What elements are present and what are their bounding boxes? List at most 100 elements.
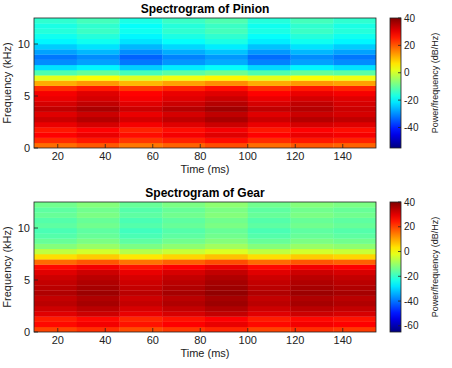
x-tick xyxy=(105,144,106,148)
cell xyxy=(77,223,120,229)
title: Spectrogram of Gear xyxy=(145,186,265,200)
y-axis-title: Frequency (kHz) xyxy=(1,42,13,123)
cell xyxy=(34,270,77,276)
cell xyxy=(120,39,163,45)
cell xyxy=(120,96,163,102)
cell xyxy=(248,60,291,66)
cell xyxy=(77,212,120,218)
cell xyxy=(77,132,120,138)
cell xyxy=(333,244,376,250)
cell xyxy=(333,23,376,29)
cell xyxy=(34,49,77,55)
cell xyxy=(120,202,163,208)
cell xyxy=(248,207,291,213)
cell xyxy=(34,311,77,317)
colorbar-tick-label: -40 xyxy=(404,122,419,133)
cell xyxy=(205,316,248,322)
cell xyxy=(162,49,205,55)
cell xyxy=(162,296,205,302)
plot-frame xyxy=(34,18,376,148)
x-tick-label: 100 xyxy=(239,334,257,346)
cell xyxy=(120,218,163,224)
cell xyxy=(291,23,334,29)
cell xyxy=(120,275,163,281)
cell xyxy=(248,322,291,328)
cell xyxy=(162,285,205,291)
cell xyxy=(205,117,248,123)
cell xyxy=(333,327,376,332)
panel: 204060801001201400510Spectrogram of Pini… xyxy=(1,2,440,175)
cell xyxy=(205,259,248,265)
cell xyxy=(248,270,291,276)
cell xyxy=(34,207,77,213)
cell xyxy=(333,275,376,281)
cell xyxy=(205,285,248,291)
y-tick xyxy=(34,280,38,281)
cell xyxy=(291,101,334,107)
cell xyxy=(248,75,291,81)
cell xyxy=(77,28,120,34)
cell xyxy=(248,86,291,92)
cell xyxy=(291,290,334,296)
cell xyxy=(333,280,376,286)
cell xyxy=(120,311,163,317)
cell xyxy=(205,18,248,24)
cell xyxy=(333,106,376,112)
y-tick xyxy=(34,228,38,229)
cell xyxy=(291,132,334,138)
cell xyxy=(77,86,120,92)
cell xyxy=(248,290,291,296)
cell xyxy=(34,228,77,234)
cell xyxy=(333,290,376,296)
cell xyxy=(205,218,248,224)
cell xyxy=(333,143,376,148)
cell xyxy=(205,290,248,296)
cell xyxy=(291,86,334,92)
cell xyxy=(120,23,163,29)
cell xyxy=(205,306,248,312)
cell xyxy=(162,117,205,123)
cell xyxy=(162,127,205,133)
cell xyxy=(34,238,77,244)
cell xyxy=(291,91,334,97)
cell xyxy=(162,91,205,97)
cell xyxy=(162,301,205,307)
colorbar-tick xyxy=(398,251,401,252)
cell xyxy=(34,96,77,102)
cell xyxy=(77,270,120,276)
cell xyxy=(291,207,334,213)
cell xyxy=(162,290,205,296)
colorbar-tick xyxy=(398,127,401,128)
cell xyxy=(34,39,77,45)
cell xyxy=(333,285,376,291)
cell xyxy=(77,143,120,148)
cell xyxy=(162,233,205,239)
x-tick-label: 140 xyxy=(334,150,352,162)
cell xyxy=(205,80,248,86)
cell xyxy=(205,132,248,138)
cell xyxy=(291,112,334,118)
cell xyxy=(34,132,77,138)
cell xyxy=(205,28,248,34)
cell xyxy=(34,80,77,86)
cell xyxy=(34,285,77,291)
cell xyxy=(34,117,77,123)
cells xyxy=(34,18,376,148)
cell xyxy=(333,70,376,76)
cell xyxy=(291,117,334,123)
colorbar-tick xyxy=(398,325,401,326)
cell xyxy=(162,132,205,138)
cell xyxy=(248,316,291,322)
cell xyxy=(120,228,163,234)
cell xyxy=(120,18,163,24)
cell xyxy=(248,122,291,128)
cell xyxy=(120,296,163,302)
cell xyxy=(333,75,376,81)
cell xyxy=(77,264,120,270)
cell xyxy=(291,301,334,307)
cell xyxy=(162,65,205,71)
cell xyxy=(333,18,376,24)
cell xyxy=(162,244,205,250)
cell xyxy=(120,207,163,213)
cell xyxy=(205,207,248,213)
